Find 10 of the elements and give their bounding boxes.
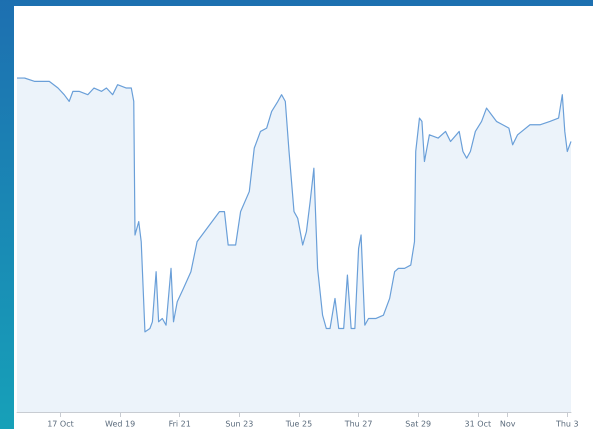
- x-tick-label: Sun 23: [225, 420, 254, 428]
- x-tick-label: Sat 29: [405, 420, 432, 428]
- x-tick-label: Thu 3: [554, 420, 579, 428]
- x-tick-label: Nov: [500, 420, 516, 428]
- x-tick-label: Fri 21: [168, 420, 191, 428]
- x-tick-label: 31 Oct: [464, 420, 492, 428]
- x-tick-label: Thu 27: [344, 420, 372, 428]
- x-tick-label: Wed 19: [105, 420, 136, 428]
- x-tick-label: 17 Oct: [47, 420, 74, 428]
- x-tick-label: Tue 25: [284, 420, 312, 428]
